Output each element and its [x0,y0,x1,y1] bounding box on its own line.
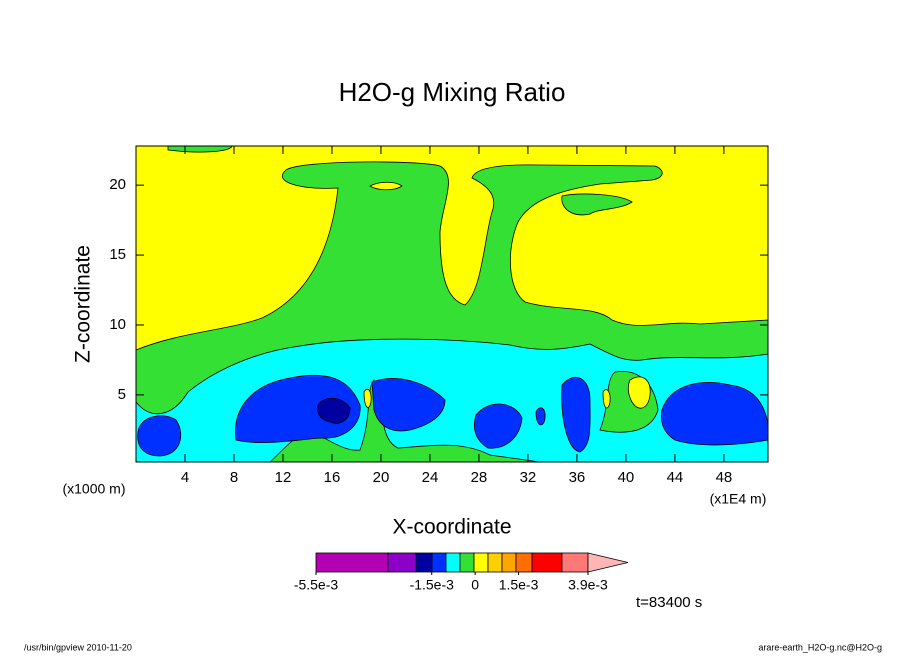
colorbar-box [473,552,489,573]
colorbar-box [501,552,517,573]
colorbar-box [445,552,461,573]
x-tick-label: 32 [520,469,537,486]
footer-right: arare-earth_H2O-g.nc@H2O-g [758,642,882,652]
y-tick-label: 20 [109,176,126,193]
x-tick-label: 12 [275,469,292,486]
contour-region [535,407,546,426]
colorbar-box [487,552,503,573]
plot-frame [135,145,769,463]
colorbar-extend [587,552,629,573]
colorbar-tick-label: 1.5e-3 [499,577,539,593]
colorbar-box [431,552,447,573]
colorbar-box [561,552,589,573]
contour-field [136,146,768,462]
x-axis-label: X-coordinate [392,516,511,539]
x-tick-label: 24 [422,469,439,486]
contour-region [561,193,633,216]
colorbar-tick-label: -1.5e-3 [410,577,455,593]
colorbar-box [459,552,475,573]
x-tick-label: 44 [667,469,684,486]
x-tick-label: 40 [618,469,635,486]
x-tick-label: 28 [471,469,488,486]
y-tick-label: 5 [118,386,126,403]
x-tick-label: 48 [716,469,733,486]
footer-left: /usr/bin/gpview 2010-11-20 [24,642,132,652]
colorbar-tick-label: -5.5e-3 [294,577,339,593]
contour-region [627,376,651,409]
colorbar-box [531,552,563,573]
y-axis-label: Z-coordinate [72,245,95,363]
x-tick-label: 8 [230,469,238,486]
x-tick-label: 20 [373,469,390,486]
contour-region [371,378,446,432]
colorbar-box [515,552,533,573]
contour-region [363,388,372,408]
contour-region [602,389,611,409]
colorbar-tick-label: 3.9e-3 [568,577,608,593]
x-tick-label: 4 [181,469,189,486]
chart-title: H2O-g Mixing Ratio [339,77,566,107]
y-tick-label: 15 [109,246,126,263]
y-tick-label: 10 [109,316,126,333]
contour-region [235,374,361,443]
colorbar-tick-label: 0 [471,577,479,593]
contour-region [561,376,591,453]
x-tick-label: 36 [569,469,586,486]
x-scale-label: (x1E4 m) [710,491,767,507]
contour-region [473,403,523,449]
contour-region [317,397,351,424]
x-unit-label: (x1000 m) [62,481,125,497]
colorbar-box [315,552,389,573]
time-label: t=83400 s [636,594,702,611]
contour-region [137,415,182,457]
colorbar-box [415,552,433,573]
x-tick-label: 16 [324,469,341,486]
contour-region [660,382,768,446]
colorbar-box [387,552,417,573]
contour-region [369,181,403,191]
